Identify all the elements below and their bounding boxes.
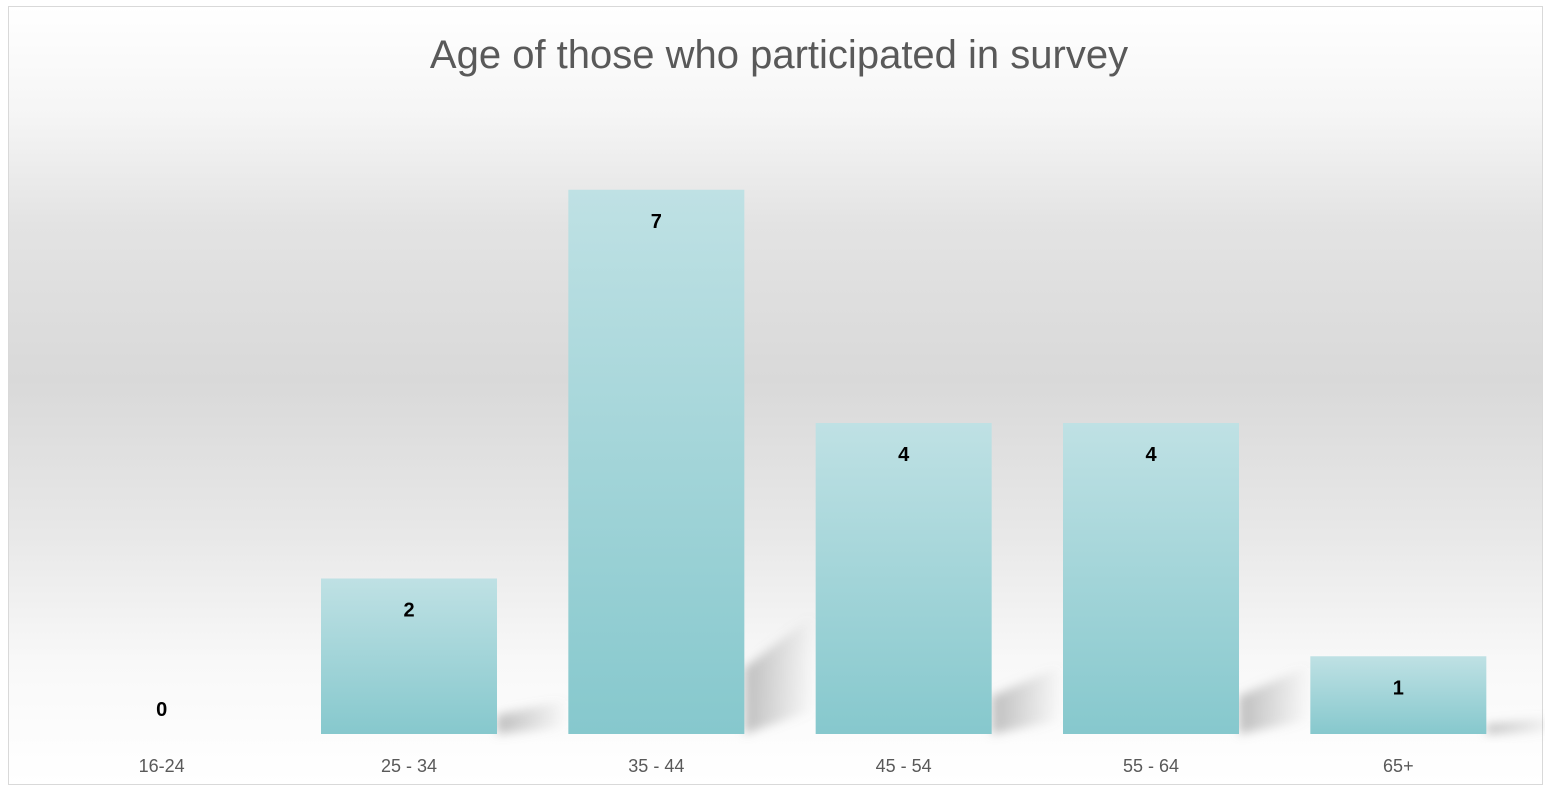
bar-55-64 [1063,423,1239,734]
bar-shadows [497,614,1545,734]
bar-25-34 [321,578,497,734]
x-tick-label: 35 - 44 [628,756,684,776]
bar-shadow [991,665,1062,734]
data-label: 2 [403,600,414,622]
x-tick-label: 65+ [1383,756,1414,776]
bar-shadow [744,614,815,734]
chart-title: Age of those who participated in survey [430,33,1128,77]
data-label: 1 [1393,677,1404,699]
data-labels: 0 2 7 4 4 1 [156,211,1404,721]
x-tick-label: 55 - 64 [1123,756,1179,776]
x-tick-label: 25 - 34 [381,756,437,776]
data-label: 4 [1145,444,1157,466]
x-tick-label: 16-24 [139,756,185,776]
bar-shadow [1486,718,1545,734]
bar-45-54 [815,423,992,734]
data-label: 7 [651,211,662,233]
data-label: 4 [898,444,910,466]
bar-35-44 [568,189,745,734]
bar-65plus [1310,656,1487,734]
bars [321,189,1487,734]
x-tick-label: 45 - 54 [876,756,932,776]
data-label: 0 [156,699,167,721]
x-axis-tick-labels: 16-24 25 - 34 35 - 44 45 - 54 55 - 64 65+ [139,756,1414,776]
bar-shadow [497,699,567,734]
bar-shadow [1239,665,1309,734]
